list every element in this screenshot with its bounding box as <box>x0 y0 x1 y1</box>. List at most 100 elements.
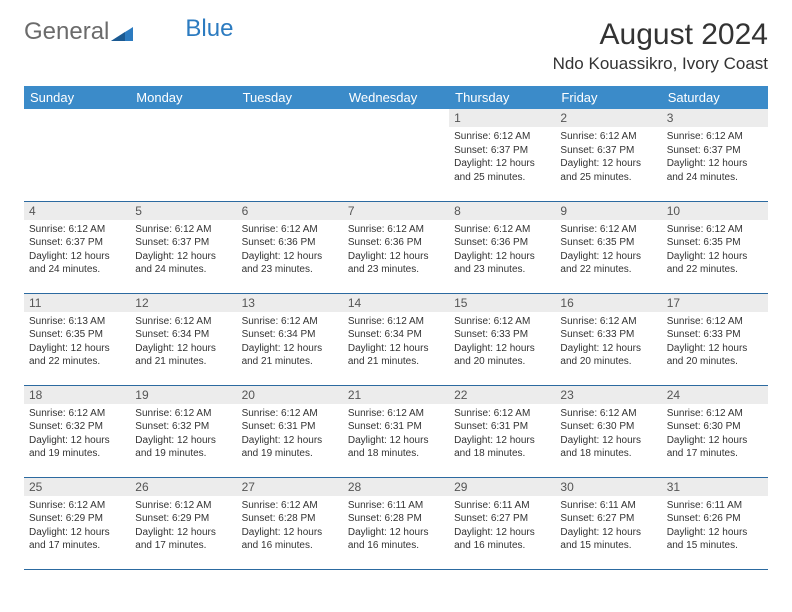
day-number: 7 <box>343 202 449 220</box>
calendar-cell: 12Sunrise: 6:12 AMSunset: 6:34 PMDayligh… <box>130 293 236 385</box>
calendar-cell: 8Sunrise: 6:12 AMSunset: 6:36 PMDaylight… <box>449 201 555 293</box>
day-details: Sunrise: 6:12 AMSunset: 6:36 PMDaylight:… <box>449 220 555 280</box>
brand-logo: General Blue <box>24 18 233 46</box>
day-details: Sunrise: 6:12 AMSunset: 6:37 PMDaylight:… <box>662 127 768 187</box>
calendar-cell: 9Sunrise: 6:12 AMSunset: 6:35 PMDaylight… <box>555 201 661 293</box>
day-details: Sunrise: 6:12 AMSunset: 6:33 PMDaylight:… <box>555 312 661 372</box>
day-number: 15 <box>449 294 555 312</box>
day-details: Sunrise: 6:12 AMSunset: 6:35 PMDaylight:… <box>555 220 661 280</box>
calendar-cell: .. <box>343 109 449 201</box>
calendar-cell: 7Sunrise: 6:12 AMSunset: 6:36 PMDaylight… <box>343 201 449 293</box>
calendar-cell: 23Sunrise: 6:12 AMSunset: 6:30 PMDayligh… <box>555 385 661 477</box>
weekday-header-row: Sunday Monday Tuesday Wednesday Thursday… <box>24 86 768 109</box>
calendar-cell: 10Sunrise: 6:12 AMSunset: 6:35 PMDayligh… <box>662 201 768 293</box>
day-details: Sunrise: 6:12 AMSunset: 6:29 PMDaylight:… <box>130 496 236 556</box>
day-details: Sunrise: 6:12 AMSunset: 6:34 PMDaylight:… <box>237 312 343 372</box>
calendar-cell: 16Sunrise: 6:12 AMSunset: 6:33 PMDayligh… <box>555 293 661 385</box>
brand-general: General <box>24 18 109 46</box>
day-number: 20 <box>237 386 343 404</box>
day-number: 2 <box>555 109 661 127</box>
day-number: 11 <box>24 294 130 312</box>
brand-blue: Blue <box>185 15 233 43</box>
calendar-row: 25Sunrise: 6:12 AMSunset: 6:29 PMDayligh… <box>24 477 768 569</box>
weekday-head: Thursday <box>449 86 555 109</box>
day-number: 3 <box>662 109 768 127</box>
month-title: August 2024 <box>553 18 768 52</box>
day-details: Sunrise: 6:12 AMSunset: 6:37 PMDaylight:… <box>555 127 661 187</box>
day-number: 24 <box>662 386 768 404</box>
day-number: 16 <box>555 294 661 312</box>
calendar-cell: 25Sunrise: 6:12 AMSunset: 6:29 PMDayligh… <box>24 477 130 569</box>
day-details: Sunrise: 6:12 AMSunset: 6:30 PMDaylight:… <box>555 404 661 464</box>
calendar-cell: 28Sunrise: 6:11 AMSunset: 6:28 PMDayligh… <box>343 477 449 569</box>
calendar-cell: 1Sunrise: 6:12 AMSunset: 6:37 PMDaylight… <box>449 109 555 201</box>
calendar-cell: 31Sunrise: 6:11 AMSunset: 6:26 PMDayligh… <box>662 477 768 569</box>
day-details: Sunrise: 6:13 AMSunset: 6:35 PMDaylight:… <box>24 312 130 372</box>
calendar-body: ........1Sunrise: 6:12 AMSunset: 6:37 PM… <box>24 109 768 569</box>
day-details: Sunrise: 6:12 AMSunset: 6:33 PMDaylight:… <box>449 312 555 372</box>
day-number: 23 <box>555 386 661 404</box>
brand-triangle-icon <box>111 23 133 41</box>
day-number: 19 <box>130 386 236 404</box>
day-number: 26 <box>130 478 236 496</box>
calendar-row: 4Sunrise: 6:12 AMSunset: 6:37 PMDaylight… <box>24 201 768 293</box>
day-number: 13 <box>237 294 343 312</box>
location: Ndo Kouassikro, Ivory Coast <box>553 54 768 74</box>
calendar-cell: 15Sunrise: 6:12 AMSunset: 6:33 PMDayligh… <box>449 293 555 385</box>
day-details: Sunrise: 6:12 AMSunset: 6:31 PMDaylight:… <box>343 404 449 464</box>
calendar-row: ........1Sunrise: 6:12 AMSunset: 6:37 PM… <box>24 109 768 201</box>
calendar-cell: 18Sunrise: 6:12 AMSunset: 6:32 PMDayligh… <box>24 385 130 477</box>
day-details: Sunrise: 6:12 AMSunset: 6:35 PMDaylight:… <box>662 220 768 280</box>
calendar-cell: 24Sunrise: 6:12 AMSunset: 6:30 PMDayligh… <box>662 385 768 477</box>
day-number: 21 <box>343 386 449 404</box>
calendar-cell: 26Sunrise: 6:12 AMSunset: 6:29 PMDayligh… <box>130 477 236 569</box>
calendar-cell: 22Sunrise: 6:12 AMSunset: 6:31 PMDayligh… <box>449 385 555 477</box>
calendar-cell: 29Sunrise: 6:11 AMSunset: 6:27 PMDayligh… <box>449 477 555 569</box>
day-number: 28 <box>343 478 449 496</box>
calendar-cell: 5Sunrise: 6:12 AMSunset: 6:37 PMDaylight… <box>130 201 236 293</box>
day-number: 14 <box>343 294 449 312</box>
day-details: Sunrise: 6:12 AMSunset: 6:34 PMDaylight:… <box>130 312 236 372</box>
calendar-cell: 27Sunrise: 6:12 AMSunset: 6:28 PMDayligh… <box>237 477 343 569</box>
calendar-cell: 6Sunrise: 6:12 AMSunset: 6:36 PMDaylight… <box>237 201 343 293</box>
day-details: Sunrise: 6:11 AMSunset: 6:27 PMDaylight:… <box>555 496 661 556</box>
day-details: Sunrise: 6:12 AMSunset: 6:36 PMDaylight:… <box>237 220 343 280</box>
header: General Blue August 2024 Ndo Kouassikro,… <box>24 18 768 74</box>
day-details: Sunrise: 6:12 AMSunset: 6:33 PMDaylight:… <box>662 312 768 372</box>
calendar-cell: .. <box>130 109 236 201</box>
day-details: Sunrise: 6:12 AMSunset: 6:32 PMDaylight:… <box>130 404 236 464</box>
day-number: 22 <box>449 386 555 404</box>
day-number: 29 <box>449 478 555 496</box>
day-details: Sunrise: 6:12 AMSunset: 6:32 PMDaylight:… <box>24 404 130 464</box>
day-number: 4 <box>24 202 130 220</box>
day-number: 10 <box>662 202 768 220</box>
day-number: 6 <box>237 202 343 220</box>
calendar-table: Sunday Monday Tuesday Wednesday Thursday… <box>24 86 768 570</box>
day-number: 1 <box>449 109 555 127</box>
day-number: 30 <box>555 478 661 496</box>
day-details: Sunrise: 6:12 AMSunset: 6:34 PMDaylight:… <box>343 312 449 372</box>
day-number: 17 <box>662 294 768 312</box>
calendar-cell: 4Sunrise: 6:12 AMSunset: 6:37 PMDaylight… <box>24 201 130 293</box>
day-details: Sunrise: 6:12 AMSunset: 6:31 PMDaylight:… <box>449 404 555 464</box>
day-details: Sunrise: 6:12 AMSunset: 6:37 PMDaylight:… <box>130 220 236 280</box>
weekday-head: Tuesday <box>237 86 343 109</box>
day-details: Sunrise: 6:11 AMSunset: 6:26 PMDaylight:… <box>662 496 768 556</box>
weekday-head: Wednesday <box>343 86 449 109</box>
calendar-cell: .. <box>24 109 130 201</box>
day-number: 12 <box>130 294 236 312</box>
calendar-cell: 2Sunrise: 6:12 AMSunset: 6:37 PMDaylight… <box>555 109 661 201</box>
day-details: Sunrise: 6:12 AMSunset: 6:37 PMDaylight:… <box>24 220 130 280</box>
calendar-cell: 14Sunrise: 6:12 AMSunset: 6:34 PMDayligh… <box>343 293 449 385</box>
weekday-head: Friday <box>555 86 661 109</box>
calendar-cell: 20Sunrise: 6:12 AMSunset: 6:31 PMDayligh… <box>237 385 343 477</box>
calendar-row: 18Sunrise: 6:12 AMSunset: 6:32 PMDayligh… <box>24 385 768 477</box>
calendar-row: 11Sunrise: 6:13 AMSunset: 6:35 PMDayligh… <box>24 293 768 385</box>
day-details: Sunrise: 6:12 AMSunset: 6:29 PMDaylight:… <box>24 496 130 556</box>
weekday-head: Sunday <box>24 86 130 109</box>
calendar-cell: 19Sunrise: 6:12 AMSunset: 6:32 PMDayligh… <box>130 385 236 477</box>
calendar-cell: 17Sunrise: 6:12 AMSunset: 6:33 PMDayligh… <box>662 293 768 385</box>
day-number: 5 <box>130 202 236 220</box>
day-number: 25 <box>24 478 130 496</box>
day-details: Sunrise: 6:12 AMSunset: 6:30 PMDaylight:… <box>662 404 768 464</box>
